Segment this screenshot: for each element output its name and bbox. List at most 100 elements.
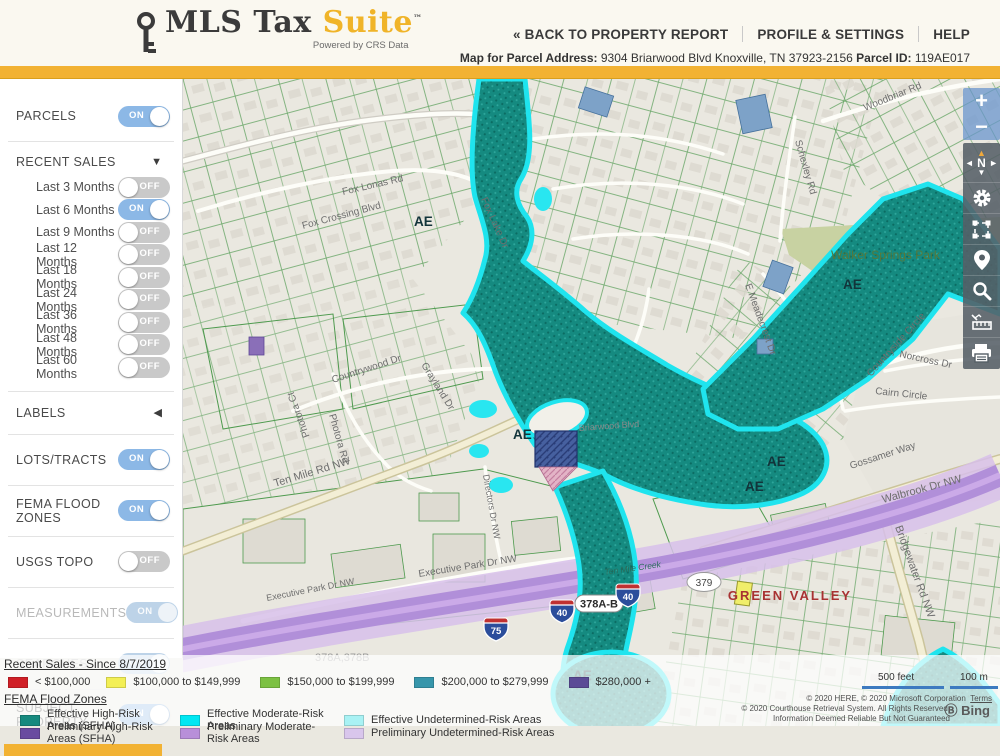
layer-row-last-9-months: Last 9 Months OFF (0, 221, 182, 244)
divider (8, 390, 174, 392)
measurements-toggle: ON (126, 602, 179, 623)
last-24-months-toggle[interactable]: OFF (118, 289, 170, 311)
map-attribution: © 2020 HERE, © 2020 Microsoft Corporatio… (741, 694, 992, 724)
interstate-75-shield: 75 (483, 617, 509, 642)
toggle-knob (150, 106, 169, 126)
divider (8, 535, 174, 537)
sidebar-gold-bar (4, 743, 162, 756)
back-to-property-report-link[interactable]: « BACK TO PROPERTY REPORT (513, 26, 729, 42)
chevron-left-icon[interactable]: ◀ (153, 407, 162, 419)
layer-row-last-24-months: Last 24 Months OFF (0, 286, 182, 314)
svg-text:AE: AE (767, 454, 786, 469)
legend-item-sales-2: $150,000 to $199,999 (260, 676, 394, 688)
mls-tax-suite-logo: MLS Tax Suite™ Powered by CRS Data (135, 8, 422, 56)
layer-row-last-60-months: Last 60 Months OFF (0, 353, 182, 381)
scale-line-meters (950, 686, 998, 689)
compass-down-arrow[interactable]: ▼ (977, 167, 986, 177)
compass-control[interactable]: ▲ ◄ N ► ▼ (963, 143, 1000, 183)
search-icon (972, 282, 991, 301)
legend-item-sales-3: $200,000 to $279,999 (414, 676, 549, 688)
scale-feet-label: 500 feet (878, 672, 915, 683)
section-recent-sales[interactable]: RECENT SALES ▼ (0, 148, 182, 176)
key-icon (137, 12, 156, 53)
map-pin-icon (973, 250, 990, 270)
map-svg: 378A-B 379 378A,378B 75 40 40 AE AE AE A… (168, 76, 1000, 739)
attribution-line1: © 2020 HERE, © 2020 Microsoft Corporatio… (806, 694, 966, 703)
section-label: RECENT SALES (16, 155, 116, 169)
measure-button[interactable] (963, 307, 1000, 338)
svg-text:75: 75 (491, 626, 502, 637)
help-link[interactable]: HELP (933, 26, 970, 42)
legend-item-fema-5: Preliminary Undetermined-Risk Areas (344, 727, 554, 739)
map-toolbar: + − ▲ ◄ N ► ▼ (963, 88, 1000, 369)
highlighted-parcel[interactable] (733, 580, 754, 607)
divider (8, 433, 174, 435)
terms-link[interactable]: Terms (970, 694, 992, 703)
svg-text:40: 40 (557, 608, 568, 619)
subject-property-parcel[interactable] (534, 430, 578, 468)
legend-item-sales-4: $280,000 + (568, 676, 651, 688)
chevron-down-icon[interactable]: ▼ (151, 156, 162, 168)
layer-row-last-18-months: Last 18 Months OFF (0, 263, 182, 291)
last-12-months-toggle[interactable]: OFF (118, 244, 170, 266)
attribution-line3: Information Deemed Reliable But Not Guar… (773, 714, 950, 723)
divider (8, 586, 174, 588)
legend-item-sales-0: < $100,000 (8, 676, 90, 688)
section-labels[interactable]: LABELS ◀ (16, 405, 162, 420)
zoom-in-button[interactable]: + (975, 88, 988, 113)
svg-text:Briarwood Blvd: Briarwood Blvd (578, 419, 639, 433)
last-48-months-toggle[interactable]: OFF (118, 334, 170, 356)
gear-icon (973, 189, 990, 207)
last-3-months-toggle[interactable]: OFF (118, 176, 170, 198)
location-button[interactable] (963, 245, 1000, 276)
parcels-toggle[interactable]: ON (118, 105, 170, 127)
last-60-months-toggle[interactable]: OFF (118, 356, 170, 378)
app-tagline: Powered by CRS Data (312, 40, 409, 51)
gold-accent-bar (0, 66, 1000, 79)
place-label-green-valley: GREEN VALLEY (728, 588, 852, 603)
last-36-months-toggle[interactable]: OFF (118, 311, 170, 333)
map-canvas[interactable]: 378A-B 379 378A,378B 75 40 40 AE AE AE A… (168, 76, 1000, 739)
svg-text:Cairn Circle: Cairn Circle (875, 386, 929, 402)
print-button[interactable] (963, 338, 1000, 369)
search-map-button[interactable] (963, 276, 1000, 307)
lots-tracts-toggle[interactable]: ON (118, 449, 170, 470)
nav-separator (918, 26, 920, 42)
legend-item-fema-4: Preliminary Moderate-Risk Areas (180, 721, 326, 745)
recent-sales-legend-title: Recent Sales - Since 8/7/2019 (4, 657, 167, 671)
interstate-40-shield: 40 (549, 599, 575, 624)
last-18-months-toggle[interactable]: OFF (118, 266, 170, 288)
svg-text:40: 40 (623, 592, 634, 603)
legend-swatch (8, 676, 28, 688)
fema-flood-zones-toggle[interactable]: ON (118, 500, 170, 521)
svg-text:378A-B: 378A-B (580, 599, 618, 611)
divider (8, 637, 174, 639)
interstate-40-shield-2: 40 (615, 583, 641, 608)
svg-text:AE: AE (843, 277, 862, 292)
layers-sidebar: PARCELS ON RECENT SALES ▼ Last 3 Months O… (0, 79, 183, 756)
legend-item-sales-1: $100,000 to $149,999 (106, 676, 240, 688)
last-6-months-toggle[interactable]: ON (118, 199, 170, 221)
header-nav: « BACK TO PROPERTY REPORT PROFILE & SETT… (513, 26, 970, 42)
printer-icon (972, 344, 991, 363)
profile-settings-link[interactable]: PROFILE & SETTINGS (757, 26, 905, 42)
legend-item-fema-3: Preliminary High-Risk Areas (SFHA) (20, 721, 162, 745)
layer-row-last-36-months: Last 36 Months OFF (0, 308, 182, 336)
park-label: Walker Springs Park (831, 248, 941, 262)
layer-row-fema-flood-zones: FEMA FLOOD ZONES ON (0, 492, 182, 530)
layer-row-measurements: MEASUREMENTS ON (0, 594, 182, 632)
scale-line-feet (862, 686, 944, 689)
layer-row-last-6-months: Last 6 Months ON (0, 199, 182, 222)
zoom-out-button[interactable]: − (975, 114, 988, 139)
layer-row-last-48-months: Last 48 Months OFF (0, 331, 182, 359)
settings-button[interactable] (963, 183, 1000, 214)
last-9-months-toggle[interactable]: OFF (118, 221, 170, 243)
fema-legend-title: FEMA Flood Zones (4, 692, 107, 706)
compass-up-arrow[interactable]: ▲ (977, 147, 986, 158)
usgs-topo-toggle[interactable]: OFF (118, 551, 170, 572)
layer-label: PARCELS (16, 109, 77, 123)
app-title: MLS Tax Suite™ (165, 5, 423, 40)
layer-row-usgs-topo: USGS TOPO OFF (0, 543, 182, 581)
select-area-button[interactable] (963, 214, 1000, 245)
layer-row-last-3-months: Last 3 Months OFF (0, 176, 182, 199)
